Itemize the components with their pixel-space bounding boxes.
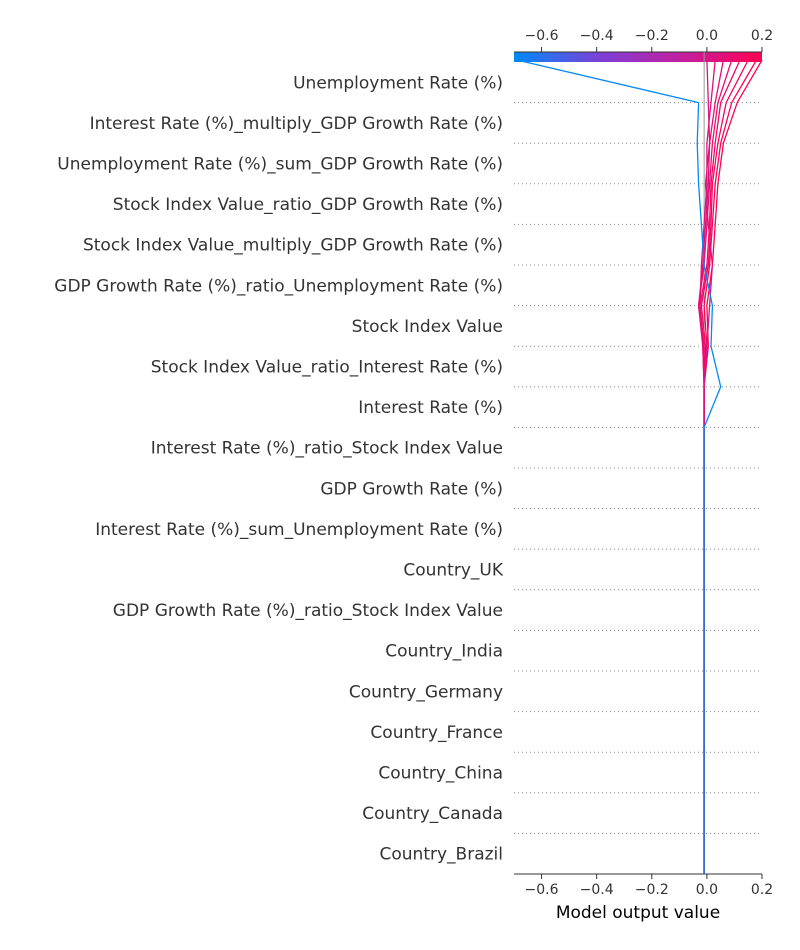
feature-label: Stock Index Value: [352, 317, 503, 337]
feature-label: Stock Index Value_multiply_GDP Growth Ra…: [83, 236, 503, 256]
feature-label: Unemployment Rate (%)_sum_GDP Growth Rat…: [57, 155, 503, 175]
feature-label: Stock Index Value_ratio_GDP Growth Rate …: [113, 195, 503, 215]
feature-label: Interest Rate (%)_multiply_GDP Growth Ra…: [90, 114, 503, 134]
row-separators: [514, 102, 762, 875]
bottom-tick-label: −0.6: [525, 882, 559, 898]
feature-label: Unemployment Rate (%): [293, 73, 503, 93]
bottom-tick-label: 0.0: [696, 882, 718, 898]
top-tick-label: 0.0: [696, 28, 718, 44]
feature-label: GDP Growth Rate (%)_ratio_Unemployment R…: [54, 276, 503, 296]
bottom-tick-label: −0.2: [635, 882, 669, 898]
feature-labels: Unemployment Rate (%) Interest Rate (%)_m…: [54, 73, 504, 864]
colorbar: [514, 52, 762, 62]
x-axes: −0.6 −0.6 −0.4 −0.4 −0.2 −0.2 0.0 0.0 0.2 0.2: [514, 28, 773, 898]
top-tick-label: −0.6: [525, 28, 559, 44]
feature-label: GDP Growth Rate (%)_ratio_Stock Index Va…: [113, 601, 503, 621]
feature-label: Country_Canada: [362, 804, 503, 824]
feature-label: Country_France: [370, 723, 503, 743]
feature-label: Country_China: [378, 764, 503, 784]
feature-label: Interest Rate (%): [358, 398, 503, 418]
decision-lines: [516, 59, 763, 874]
feature-label: GDP Growth Rate (%): [320, 479, 503, 499]
decision-line: [516, 59, 722, 874]
feature-label: Stock Index Value_ratio_Interest Rate (%…: [151, 358, 503, 378]
feature-label: Country_Brazil: [380, 845, 503, 865]
feature-label: Country_UK: [403, 561, 503, 581]
feature-label: Interest Rate (%)_ratio_Stock Index Valu…: [151, 439, 503, 459]
x-axis-title: Model output value: [556, 903, 720, 923]
bottom-tick-label: 0.2: [751, 882, 773, 898]
feature-label: Country_India: [385, 642, 503, 662]
feature-label: Country_Germany: [349, 682, 503, 702]
top-tick-label: 0.2: [751, 28, 773, 44]
bottom-tick-label: −0.4: [580, 882, 614, 898]
top-tick-label: −0.4: [580, 28, 614, 44]
top-tick-label: −0.2: [635, 28, 669, 44]
feature-label: Interest Rate (%)_sum_Unemployment Rate …: [95, 520, 503, 540]
